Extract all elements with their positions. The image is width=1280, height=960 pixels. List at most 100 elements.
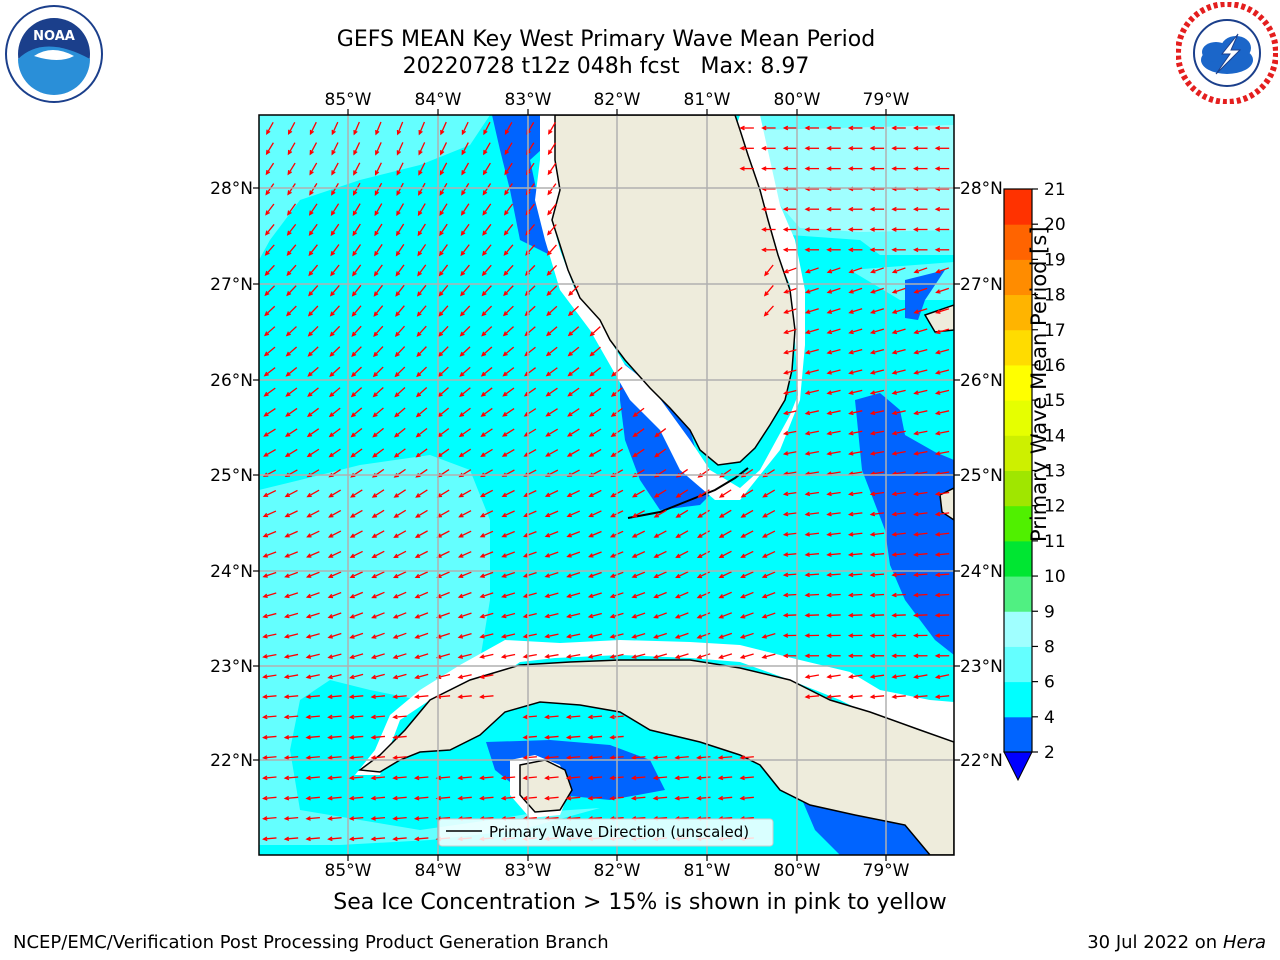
wave-arrow: [285, 612, 299, 618]
wave-arrow: [309, 121, 317, 135]
wave-arrow: [371, 756, 386, 759]
wave-arrow: [567, 735, 581, 739]
wave-arrow: [286, 387, 298, 397]
wave-arrowhead: [826, 511, 832, 517]
wave-arrowhead: [502, 311, 509, 317]
wave-arrow: [871, 450, 885, 455]
wave-arrow: [437, 448, 450, 458]
wave-arrow: [481, 346, 493, 357]
wave-arrowhead: [353, 170, 358, 176]
wave-arrow: [805, 450, 820, 455]
wave-arrowhead: [373, 291, 379, 297]
wave-arrow: [545, 490, 559, 497]
wave-arrow: [480, 592, 494, 598]
wave-arrow: [849, 614, 863, 617]
wave-arrowhead: [328, 432, 334, 438]
wave-arrow: [459, 489, 472, 498]
wave-arrow: [285, 633, 299, 638]
wave-arrowhead: [327, 714, 333, 720]
wave-arrowhead: [500, 654, 507, 659]
wave-arrow: [438, 325, 449, 337]
wave-arrowhead: [307, 331, 313, 337]
wave-arrow: [806, 389, 819, 395]
lon-label-top: 82°W: [594, 90, 641, 110]
wave-arrowhead: [848, 410, 854, 416]
wave-arrow: [437, 653, 451, 659]
wave-arrow: [437, 695, 451, 698]
wave-arrow: [285, 571, 299, 578]
lon-label-top: 83°W: [505, 90, 552, 110]
wave-arrow: [892, 573, 906, 576]
wave-arrow: [892, 450, 906, 455]
wave-arrowhead: [588, 452, 594, 457]
colorbar-tick-label: 17: [1044, 321, 1066, 341]
wave-arrow: [827, 573, 841, 576]
wave-arrowhead: [262, 674, 268, 679]
wave-arrow: [567, 756, 581, 759]
wave-arrowhead: [500, 633, 507, 639]
wave-arrow: [849, 471, 863, 475]
wave-arrow: [784, 512, 798, 516]
wave-arrow: [306, 653, 320, 658]
wave-arrowhead: [783, 370, 789, 375]
wave-arrowhead: [522, 633, 529, 639]
wave-arrowhead: [891, 613, 897, 618]
wave-arrowhead: [654, 452, 660, 458]
map-subtitle: 20220728 t12z 048h fcst Max: 8.97: [402, 54, 810, 79]
wave-arrowhead: [353, 129, 358, 136]
wave-arrow: [482, 264, 492, 276]
wave-arrow: [504, 183, 513, 195]
wave-arrowhead: [631, 634, 637, 639]
colorbar-segment: [1004, 189, 1032, 225]
wave-arrow: [502, 489, 515, 497]
wave-arrowhead: [696, 594, 703, 599]
wave-arrow: [654, 448, 667, 458]
wave-arrow: [353, 121, 360, 135]
wave-arrowhead: [283, 674, 290, 679]
wave-arrowhead: [826, 309, 833, 314]
wave-arrowhead: [609, 795, 615, 801]
wave-arrow: [588, 776, 603, 779]
colorbar-segment: [1004, 576, 1032, 612]
wave-arrowhead: [848, 309, 854, 314]
wave-arrowhead: [739, 795, 745, 801]
wave-arrowhead: [804, 532, 811, 537]
wave-arrow: [523, 633, 537, 638]
wave-arrowhead: [458, 432, 465, 438]
wave-arrow: [287, 223, 297, 236]
wave-arrow: [764, 305, 774, 316]
wave-arrow: [654, 550, 667, 558]
wave-arrowhead: [913, 329, 919, 335]
wave-arrow: [545, 796, 559, 800]
wave-arrowhead: [826, 633, 832, 638]
wave-arrowhead: [740, 553, 746, 558]
wave-arrowhead: [675, 493, 681, 498]
wave-arrowhead: [804, 206, 810, 212]
wave-arrow: [437, 816, 451, 820]
wave-arrowhead: [653, 573, 659, 579]
wave-arrow: [805, 614, 820, 617]
wave-arrowhead: [631, 593, 637, 599]
wave-arrowhead: [374, 230, 379, 237]
wave-arrow: [438, 305, 449, 317]
wave-arrowhead: [697, 533, 703, 538]
wave-arrow: [329, 407, 341, 417]
wave-arrowhead: [349, 614, 355, 619]
wave-arrow: [264, 305, 276, 316]
wave-arrowhead: [609, 755, 615, 760]
wave-arrow: [871, 512, 885, 516]
wave-arrowhead: [847, 572, 854, 578]
wave-arrowhead: [286, 291, 292, 297]
wave-arrow: [545, 572, 559, 578]
wave-arrow: [806, 348, 819, 354]
wave-arrow: [264, 367, 276, 377]
wave-arrowhead: [327, 816, 333, 821]
wave-arrow: [849, 287, 863, 294]
wave-arrowhead: [782, 430, 789, 436]
wave-arrow: [827, 614, 841, 617]
wave-arrow: [740, 653, 754, 659]
legend-label: Primary Wave Direction (unscaled): [489, 823, 749, 841]
wave-arrowhead: [374, 210, 379, 217]
wave-arrow: [439, 264, 449, 276]
